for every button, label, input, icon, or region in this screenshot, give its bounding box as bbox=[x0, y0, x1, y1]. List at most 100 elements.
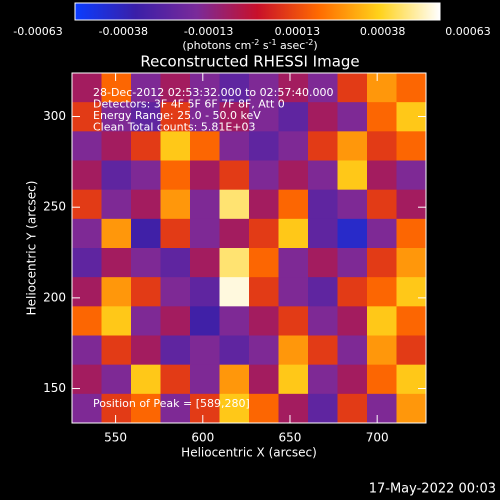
heatmap-cell bbox=[101, 102, 132, 132]
heatmap-cell bbox=[396, 306, 427, 336]
heatmap-cell bbox=[190, 73, 220, 103]
heatmap-cell bbox=[219, 189, 250, 220]
heatmap-cell bbox=[249, 277, 279, 307]
heatmap-cell bbox=[278, 131, 309, 161]
x-axis-label: Heliocentric X (arcsec) bbox=[181, 446, 317, 460]
heatmap-cell bbox=[278, 102, 309, 132]
annotation: Energy Range: 25.0 - 50.0 keV bbox=[93, 109, 261, 122]
heatmap-cell bbox=[278, 393, 309, 424]
heatmap-cell bbox=[190, 131, 220, 161]
heatmap-cell bbox=[308, 131, 338, 161]
heatmap-cell bbox=[190, 160, 220, 191]
x-tick-label: 550 bbox=[104, 431, 127, 445]
heatmap-cell bbox=[396, 393, 427, 424]
heatmap-cell bbox=[249, 306, 279, 336]
heatmap-cell bbox=[131, 218, 161, 249]
heatmap-cell bbox=[219, 248, 250, 278]
heatmap-cell bbox=[72, 73, 102, 103]
heatmap-cell bbox=[160, 393, 191, 424]
heatmap-cell bbox=[160, 218, 191, 249]
heatmap-cell bbox=[160, 248, 191, 278]
colorbar-label-part: -2 bbox=[305, 38, 313, 47]
heatmap-cell bbox=[160, 306, 191, 336]
heatmap-cell bbox=[72, 218, 102, 249]
heatmap-cell bbox=[308, 102, 338, 132]
heatmap-cell bbox=[308, 306, 338, 336]
heatmap-cell bbox=[219, 277, 250, 307]
footer-date: 17-May-2022 00:03 bbox=[369, 482, 496, 497]
heatmap-cell bbox=[131, 393, 161, 424]
heatmap-cell bbox=[131, 248, 161, 278]
colorbar-tick-label: 0.00063 bbox=[445, 25, 491, 38]
y-tick-label: 250 bbox=[43, 200, 66, 214]
heatmap-cell bbox=[190, 248, 220, 278]
heatmap-cell bbox=[249, 335, 279, 366]
heatmap-cell bbox=[219, 218, 250, 249]
heatmap-cell bbox=[72, 189, 102, 220]
heatmap-cell bbox=[249, 73, 279, 103]
heatmap-cell bbox=[396, 189, 427, 220]
colorbar-tick-label: -0.00063 bbox=[13, 25, 62, 38]
x-tick-label: 600 bbox=[191, 431, 214, 445]
heatmap-cell bbox=[278, 73, 309, 103]
heatmap-cell bbox=[337, 160, 368, 191]
heatmap-cell bbox=[190, 277, 220, 307]
heatmap-cell bbox=[396, 248, 427, 278]
heatmap-cell bbox=[190, 335, 220, 366]
heatmap-cell bbox=[396, 277, 427, 307]
heatmap-cell bbox=[308, 189, 338, 220]
heatmap-cell bbox=[249, 393, 279, 424]
heatmap-cell bbox=[190, 218, 220, 249]
heatmap-cell bbox=[308, 277, 338, 307]
heatmap-cell bbox=[101, 248, 132, 278]
heatmap-cell bbox=[101, 277, 132, 307]
heatmap-cell bbox=[278, 248, 309, 278]
heatmap-cell bbox=[308, 335, 338, 366]
heatmap-cell bbox=[190, 189, 220, 220]
colorbar-label: (photons cm-2 s-1 asec-2) bbox=[182, 38, 317, 53]
heatmap-cell bbox=[337, 73, 368, 103]
colorbar-label-part: asec bbox=[277, 39, 306, 52]
heatmap-cell bbox=[396, 160, 427, 191]
heatmap-cell bbox=[131, 364, 161, 395]
heatmap-cell bbox=[337, 277, 368, 307]
heatmap-cell bbox=[249, 248, 279, 278]
heatmap-cell bbox=[249, 160, 279, 191]
colorbar-tick-label: -0.00038 bbox=[99, 25, 148, 38]
heatmap-cell bbox=[367, 364, 397, 395]
heatmap-cell bbox=[72, 393, 102, 424]
colorbar-label-part: ) bbox=[313, 39, 317, 52]
heatmap-cell bbox=[219, 306, 250, 336]
heatmap-cell bbox=[131, 335, 161, 366]
heatmap-cell bbox=[396, 218, 427, 249]
heatmap-cell bbox=[367, 102, 397, 132]
heatmap-cell bbox=[190, 306, 220, 336]
heatmap-cell bbox=[249, 364, 279, 395]
heatmap-cell bbox=[190, 393, 220, 424]
heatmap-cell bbox=[101, 393, 132, 424]
heatmap-cell bbox=[308, 73, 338, 103]
heatmap-cell bbox=[72, 364, 102, 395]
colorbar-label-part: -2 bbox=[251, 38, 259, 47]
heatmap-cell bbox=[278, 160, 309, 191]
heatmap-cell bbox=[101, 73, 132, 103]
heatmap-cell bbox=[308, 160, 338, 191]
annotation: 28-Dec-2012 02:53:32.000 to 02:57:40.000 bbox=[93, 86, 334, 99]
heatmap-cell bbox=[190, 364, 220, 395]
heatmap-cell bbox=[72, 248, 102, 278]
heatmap-cell bbox=[219, 160, 250, 191]
heatmap-cell bbox=[249, 102, 279, 132]
heatmap-cell bbox=[160, 277, 191, 307]
heatmap-cell bbox=[101, 189, 132, 220]
heatmap-cell bbox=[219, 364, 250, 395]
heatmap-cell bbox=[337, 364, 368, 395]
heatmap bbox=[72, 73, 427, 424]
heatmap-cell bbox=[101, 218, 132, 249]
heatmap-cell bbox=[367, 306, 397, 336]
heatmap-cell bbox=[160, 160, 191, 191]
colorbar-label-part: (photons cm bbox=[182, 39, 251, 52]
y-axis-label: Heliocentric Y (arcsec) bbox=[25, 181, 39, 316]
heatmap-cell bbox=[219, 73, 250, 103]
heatmap-cell bbox=[219, 131, 250, 161]
heatmap-cell bbox=[367, 248, 397, 278]
